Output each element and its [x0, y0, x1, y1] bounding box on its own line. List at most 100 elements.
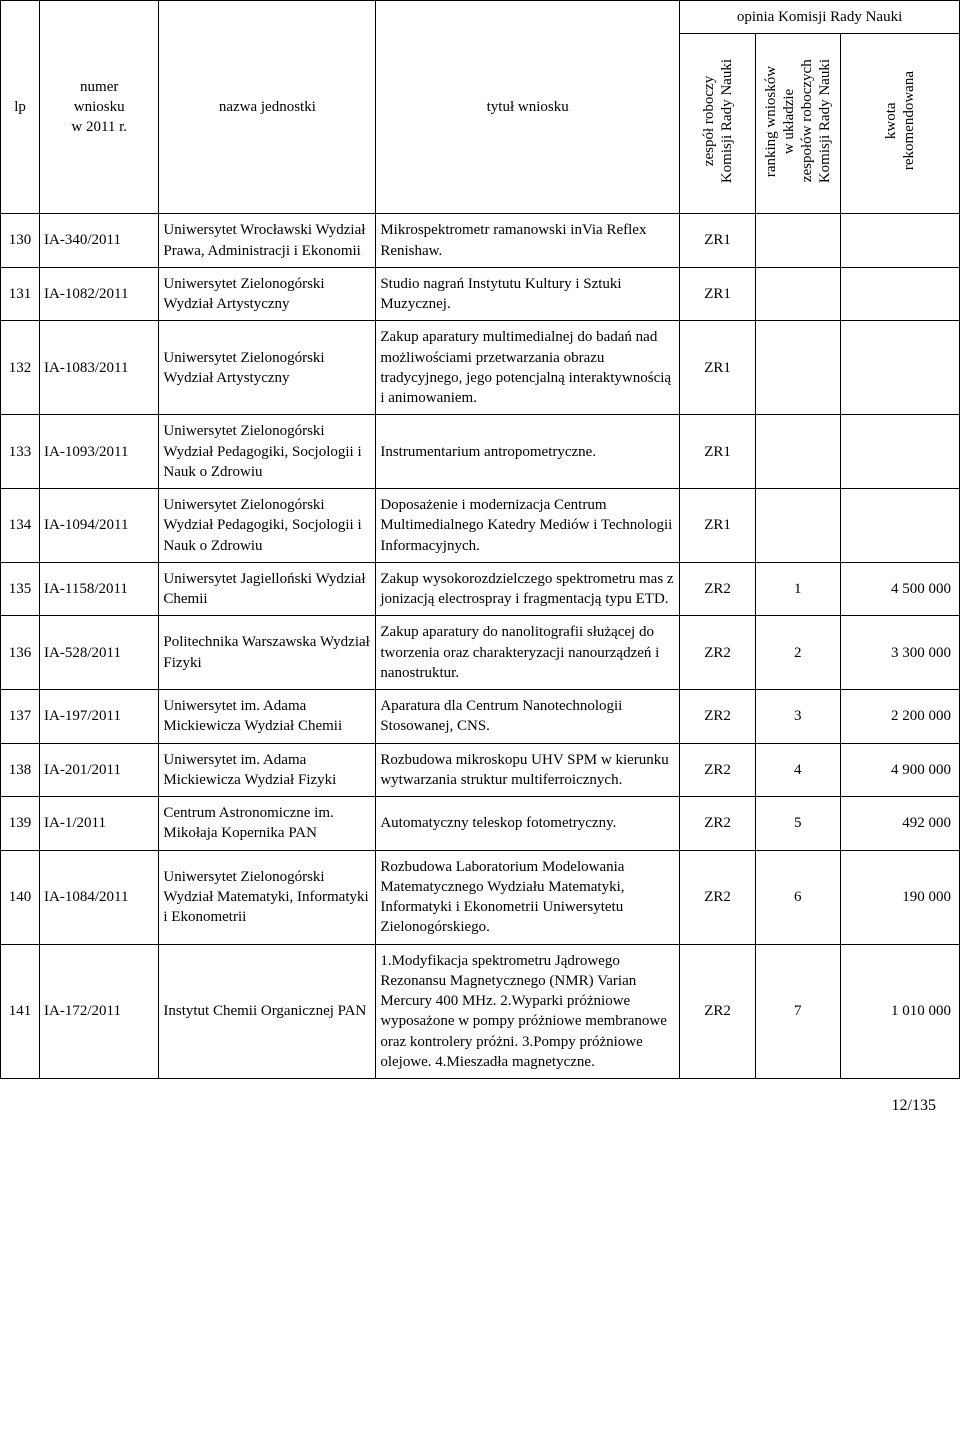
table-row: 130 IA-340/2011 Uniwersytet Wrocławski W… [1, 214, 960, 268]
cell-rank: 2 [755, 616, 840, 690]
page-footer: 12/135 [0, 1079, 960, 1115]
cell-title: Rozbudowa mikroskopu UHV SPM w kierunku … [376, 743, 680, 797]
cell-rank: 4 [755, 743, 840, 797]
cell-title: Doposażenie i modernizacja Centrum Multi… [376, 489, 680, 563]
header-kwota-text: kwota rekomendowana [882, 67, 918, 174]
table-row: 131 IA-1082/2011 Uniwersytet Zielonogórs… [1, 267, 960, 321]
cell-zr: ZR1 [680, 415, 756, 489]
cell-zr: ZR2 [680, 616, 756, 690]
cell-num: IA-1083/2011 [40, 321, 159, 415]
cell-lp: 133 [1, 415, 40, 489]
cell-unit: Uniwersytet Wrocławski Wydział Prawa, Ad… [159, 214, 376, 268]
header-numer: numer wniosku w 2011 r. [40, 1, 159, 214]
cell-kwota: 190 000 [840, 850, 959, 944]
cell-rank: 3 [755, 690, 840, 744]
cell-unit: Politechnika Warszawska Wydział Fizyki [159, 616, 376, 690]
cell-unit: Uniwersytet im. Adama Mickiewicza Wydzia… [159, 743, 376, 797]
cell-kwota [840, 214, 959, 268]
header-zespol: zespół roboczy Komisji Rady Nauki [680, 34, 756, 214]
header-kwota: kwota rekomendowana [840, 34, 959, 214]
header-opinia: opinia Komisji Rady Nauki [680, 1, 960, 34]
cell-title: Zakup aparatury do nanolitografii służąc… [376, 616, 680, 690]
cell-num: IA-528/2011 [40, 616, 159, 690]
cell-title: Mikrospektrometr ramanowski inVia Reflex… [376, 214, 680, 268]
cell-unit: Uniwersytet im. Adama Mickiewicza Wydzia… [159, 690, 376, 744]
cell-kwota [840, 415, 959, 489]
cell-lp: 139 [1, 797, 40, 851]
header-nazwa: nazwa jednostki [159, 1, 376, 214]
cell-unit: Uniwersytet Zielonogórski Wydział Matema… [159, 850, 376, 944]
table-row: 140 IA-1084/2011 Uniwersytet Zielonogórs… [1, 850, 960, 944]
cell-title: Instrumentarium antropometryczne. [376, 415, 680, 489]
cell-zr: ZR1 [680, 214, 756, 268]
cell-num: IA-1/2011 [40, 797, 159, 851]
cell-lp: 135 [1, 562, 40, 616]
table-row: 132 IA-1083/2011 Uniwersytet Zielonogórs… [1, 321, 960, 415]
cell-zr: ZR2 [680, 944, 756, 1079]
cell-rank [755, 214, 840, 268]
cell-unit: Uniwersytet Jagielloński Wydział Chemii [159, 562, 376, 616]
cell-zr: ZR2 [680, 743, 756, 797]
cell-zr: ZR2 [680, 850, 756, 944]
cell-kwota: 2 200 000 [840, 690, 959, 744]
table-body: 130 IA-340/2011 Uniwersytet Wrocławski W… [1, 214, 960, 1079]
cell-zr: ZR2 [680, 797, 756, 851]
cell-rank: 6 [755, 850, 840, 944]
cell-unit: Uniwersytet Zielonogórski Wydział Artyst… [159, 321, 376, 415]
table-row: 137 IA-197/2011 Uniwersytet im. Adama Mi… [1, 690, 960, 744]
data-table: lp numer wniosku w 2011 r. nazwa jednost… [0, 0, 960, 1079]
header-ranking: ranking wniosków w układzie zespołów rob… [755, 34, 840, 214]
cell-rank: 1 [755, 562, 840, 616]
cell-unit: Uniwersytet Zielonogórski Wydział Artyst… [159, 267, 376, 321]
table-row: 141 IA-172/2011 Instytut Chemii Organicz… [1, 944, 960, 1079]
table-row: 139 IA-1/2011 Centrum Astronomiczne im. … [1, 797, 960, 851]
cell-lp: 136 [1, 616, 40, 690]
cell-num: IA-1084/2011 [40, 850, 159, 944]
cell-rank [755, 321, 840, 415]
cell-kwota [840, 267, 959, 321]
page: lp numer wniosku w 2011 r. nazwa jednost… [0, 0, 960, 1115]
cell-lp: 132 [1, 321, 40, 415]
cell-num: IA-1158/2011 [40, 562, 159, 616]
cell-title: Zakup aparatury multimedialnej do badań … [376, 321, 680, 415]
cell-num: IA-1093/2011 [40, 415, 159, 489]
header-lp: lp [1, 1, 40, 214]
cell-unit: Uniwersytet Zielonogórski Wydział Pedago… [159, 415, 376, 489]
header-ranking-text: ranking wniosków w układzie zespołów rob… [762, 55, 834, 187]
cell-title: Aparatura dla Centrum Nanotechnologii St… [376, 690, 680, 744]
cell-lp: 134 [1, 489, 40, 563]
cell-kwota: 1 010 000 [840, 944, 959, 1079]
cell-kwota [840, 321, 959, 415]
cell-zr: ZR1 [680, 267, 756, 321]
cell-num: IA-197/2011 [40, 690, 159, 744]
cell-rank: 7 [755, 944, 840, 1079]
table-row: 138 IA-201/2011 Uniwersytet im. Adama Mi… [1, 743, 960, 797]
cell-lp: 131 [1, 267, 40, 321]
cell-kwota: 4 900 000 [840, 743, 959, 797]
cell-title: Automatyczny teleskop fotometryczny. [376, 797, 680, 851]
cell-num: IA-1082/2011 [40, 267, 159, 321]
table-header: lp numer wniosku w 2011 r. nazwa jednost… [1, 1, 960, 214]
cell-zr: ZR1 [680, 321, 756, 415]
cell-rank [755, 489, 840, 563]
cell-rank [755, 267, 840, 321]
cell-zr: ZR2 [680, 562, 756, 616]
cell-kwota [840, 489, 959, 563]
cell-title: Studio nagrań Instytutu Kultury i Sztuki… [376, 267, 680, 321]
cell-rank [755, 415, 840, 489]
cell-lp: 141 [1, 944, 40, 1079]
cell-title: Rozbudowa Laboratorium Modelowania Matem… [376, 850, 680, 944]
table-row: 134 IA-1094/2011 Uniwersytet Zielonogórs… [1, 489, 960, 563]
cell-num: IA-1094/2011 [40, 489, 159, 563]
cell-num: IA-340/2011 [40, 214, 159, 268]
cell-lp: 138 [1, 743, 40, 797]
table-row: 136 IA-528/2011 Politechnika Warszawska … [1, 616, 960, 690]
cell-num: IA-172/2011 [40, 944, 159, 1079]
cell-lp: 140 [1, 850, 40, 944]
cell-lp: 137 [1, 690, 40, 744]
cell-kwota: 492 000 [840, 797, 959, 851]
cell-lp: 130 [1, 214, 40, 268]
table-row: 135 IA-1158/2011 Uniwersytet Jagiellońsk… [1, 562, 960, 616]
cell-kwota: 4 500 000 [840, 562, 959, 616]
cell-zr: ZR2 [680, 690, 756, 744]
